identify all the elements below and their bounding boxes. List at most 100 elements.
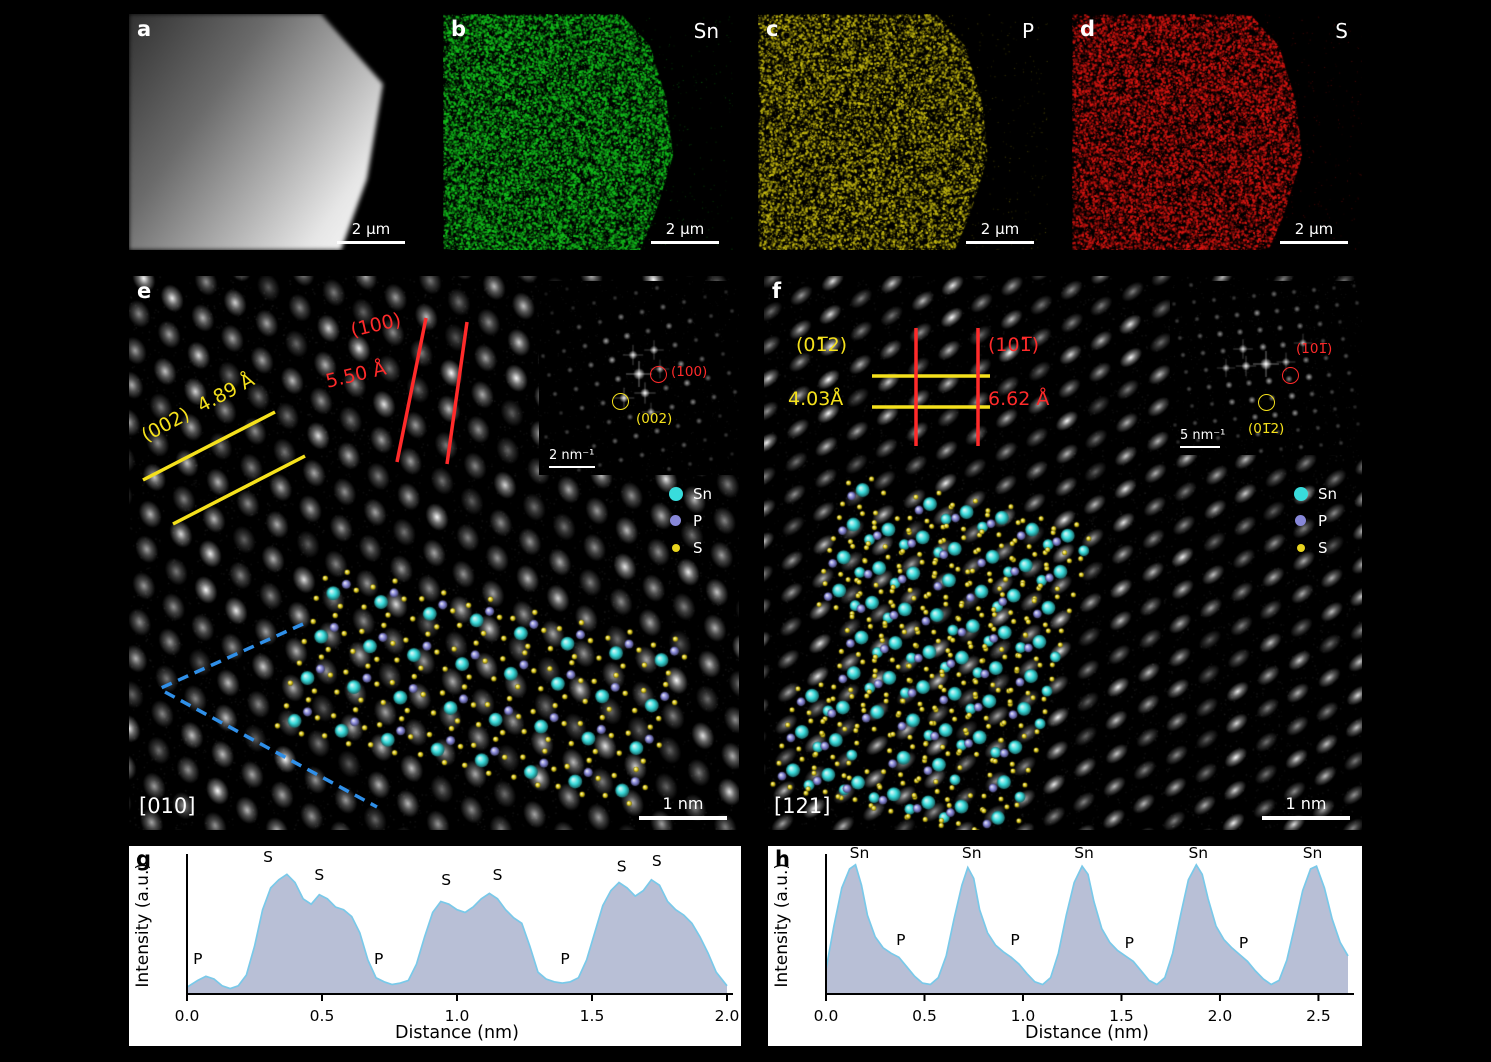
fft-spot-label-012: (01̅2)	[1248, 421, 1285, 437]
scale-bar-line	[966, 241, 1034, 244]
fft-spot-circle-red	[650, 366, 667, 383]
atom-legend-e: Sn P S	[667, 480, 712, 561]
legend-label-s: S	[693, 538, 703, 557]
atom-legend-f: Sn P S	[1292, 480, 1337, 561]
svg-text:Sn: Sn	[1303, 846, 1323, 862]
scale-bar-line	[1280, 241, 1348, 244]
svg-text:Sn: Sn	[962, 846, 982, 862]
legend-icon-wrap	[1292, 543, 1309, 552]
legend-label-p: P	[693, 511, 703, 530]
scale-bar: 2 μm	[337, 220, 405, 244]
fft-pattern-image	[1170, 281, 1362, 455]
legend-icon-wrap	[1292, 486, 1309, 501]
panel-letter-b: b	[451, 17, 467, 41]
fft-scale-bar: 5 nm⁻¹	[1180, 427, 1226, 448]
svg-text:2.5: 2.5	[1306, 1007, 1331, 1025]
panel-a-haadf: a 2 μm	[129, 14, 419, 250]
eds-map-p	[758, 14, 1048, 250]
panel-letter-c: c	[766, 17, 779, 41]
fft-scale-label: 5 nm⁻¹	[1180, 427, 1226, 443]
panel-d-eds-s: d S 2 μm	[1072, 14, 1362, 250]
legend-row-s: S	[667, 534, 712, 561]
scale-bar: 2 μm	[651, 220, 719, 244]
fft-inset-f: (101̅) (01̅2) 5 nm⁻¹	[1170, 281, 1362, 455]
haadf-crystal-image	[129, 14, 419, 250]
svg-text:1.5: 1.5	[580, 1007, 605, 1025]
svg-text:1.0: 1.0	[445, 1007, 470, 1025]
intensity-profile-plot-g: 0.0 0.5 1.0 1.5 2.0 P S S P S S P S S	[175, 848, 740, 1025]
panel-f-stem-121: f (01̅2) 4.03Å (101̅) 6.62 Å (101̅) (01̅…	[764, 276, 1362, 830]
legend-icon-wrap	[667, 515, 684, 526]
sn-atom-icon	[1293, 486, 1308, 501]
zone-axis-label-010: [010]	[139, 794, 196, 818]
panel-h-line-profile: 0.0 0.5 1.0 1.5 2.0 2.5 Sn P Sn P Sn P Sn P Sn h Inten…	[768, 846, 1362, 1046]
svg-text:P: P	[193, 950, 202, 968]
svg-text:Sn: Sn	[1074, 846, 1094, 862]
svg-text:P: P	[1125, 934, 1134, 952]
legend-row-sn: Sn	[667, 480, 712, 507]
eds-map-sn	[443, 14, 733, 250]
legend-row-s: S	[1292, 534, 1337, 561]
svg-text:Sn: Sn	[850, 846, 870, 862]
panel-e-stem-010: e (100) 5.50 Å (002) 4.89 Å (100) (002) …	[129, 276, 739, 830]
fft-spot-label-101: (101̅)	[1296, 341, 1333, 357]
svg-text:P: P	[1010, 931, 1019, 949]
d-spacing-662: 6.62 Å	[988, 388, 1050, 410]
panel-letter-e: e	[137, 279, 152, 303]
svg-text:P: P	[560, 950, 569, 968]
fft-scale-bar: 2 nm⁻¹	[549, 447, 595, 468]
element-label-s: S	[1335, 19, 1348, 43]
svg-text:S: S	[263, 848, 273, 866]
zone-axis-label-121: [121]	[774, 794, 831, 818]
svg-text:S: S	[617, 858, 627, 876]
fft-pattern-image	[539, 281, 739, 475]
fft-scale-label: 2 nm⁻¹	[549, 447, 595, 463]
scale-bar-line	[337, 241, 405, 244]
y-axis-label: Intensity (a.u.)	[772, 852, 792, 998]
y-axis-label: Intensity (a.u.)	[133, 852, 153, 998]
scale-bar: 1 nm	[1262, 794, 1350, 820]
y-axis-label-text: Intensity (a.u.)	[772, 862, 792, 988]
panel-b-eds-sn: b Sn 2 μm	[443, 14, 733, 250]
svg-text:S: S	[314, 866, 324, 884]
s-atom-icon	[671, 543, 680, 552]
legend-icon-wrap	[1292, 515, 1309, 526]
svg-text:S: S	[652, 852, 662, 870]
panel-letter-g: g	[136, 847, 152, 871]
element-label-p: P	[1021, 19, 1034, 43]
svg-text:S: S	[441, 871, 451, 889]
fft-spot-circle-yellow	[1258, 394, 1275, 411]
s-atom-icon	[1296, 543, 1305, 552]
scale-bar-line	[651, 241, 719, 244]
legend-row-p: P	[667, 507, 712, 534]
svg-text:2.0: 2.0	[715, 1007, 740, 1025]
panel-letter-a: a	[137, 17, 152, 41]
fft-spot-label-100: (100)	[671, 364, 708, 380]
scale-bar-line	[639, 816, 727, 820]
svg-text:P: P	[896, 931, 905, 949]
svg-text:P: P	[374, 950, 383, 968]
panel-c-eds-p: c P 2 μm	[758, 14, 1048, 250]
fft-inset-e: (100) (002) 2 nm⁻¹	[539, 281, 739, 475]
legend-label-p: P	[1318, 511, 1328, 530]
scale-bar-label: 2 μm	[980, 220, 1020, 238]
legend-icon-wrap	[667, 486, 684, 501]
sn-atom-icon	[668, 486, 683, 501]
p-atom-icon	[670, 515, 681, 526]
intensity-profile-plot-h: 0.0 0.5 1.0 1.5 2.0 2.5 Sn P Sn P Sn P Sn P Sn	[814, 846, 1354, 1025]
scale-bar-label: 2 μm	[665, 220, 705, 238]
scale-bar-label: 2 μm	[351, 220, 391, 238]
fft-scale-line	[549, 465, 595, 468]
scale-bar: 2 μm	[966, 220, 1034, 244]
svg-text:Sn: Sn	[1188, 846, 1208, 862]
y-axis-label-text: Intensity (a.u.)	[133, 862, 153, 988]
svg-text:0.5: 0.5	[912, 1007, 937, 1025]
scale-bar-label: 1 nm	[662, 794, 704, 813]
scale-bar: 2 μm	[1280, 220, 1348, 244]
fft-scale-line	[1180, 445, 1220, 448]
legend-label-sn: Sn	[693, 484, 713, 503]
d-spacing-403: 4.03Å	[788, 388, 844, 410]
x-axis-label: Distance (nm)	[395, 1023, 519, 1043]
panel-g-line-profile: 0.0 0.5 1.0 1.5 2.0 P S S P S S P S S g Intensity (a.…	[129, 846, 741, 1046]
